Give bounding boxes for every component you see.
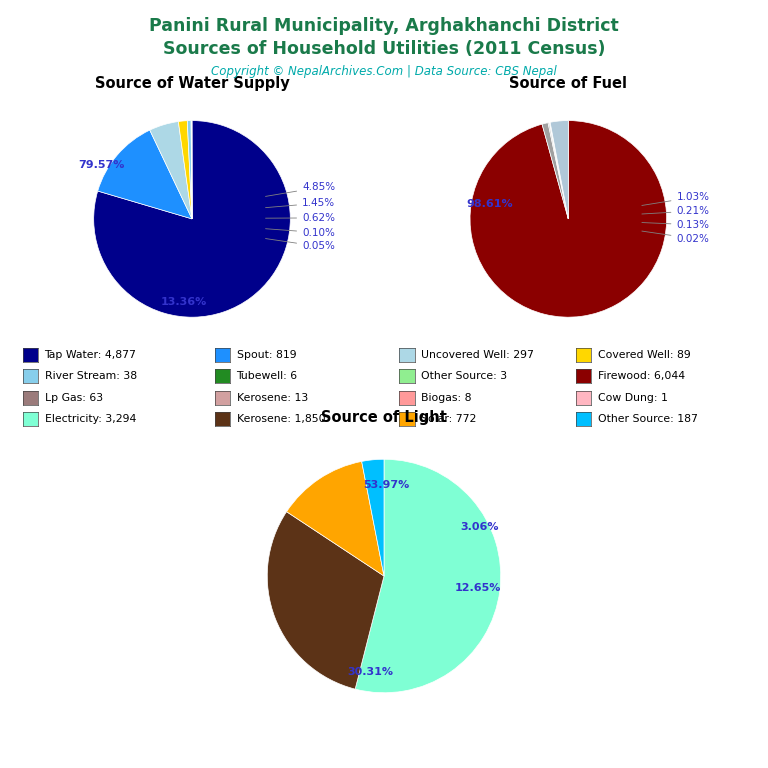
Text: 79.57%: 79.57%	[78, 160, 124, 170]
Text: 1.45%: 1.45%	[266, 198, 335, 208]
Wedge shape	[355, 459, 501, 693]
Text: Firewood: 6,044: Firewood: 6,044	[598, 371, 684, 382]
Wedge shape	[542, 123, 568, 219]
Wedge shape	[550, 121, 568, 219]
Text: 98.61%: 98.61%	[466, 199, 513, 209]
Text: River Stream: 38: River Stream: 38	[45, 371, 137, 382]
Wedge shape	[150, 121, 192, 219]
Text: Panini Rural Municipality, Arghakhanchi District: Panini Rural Municipality, Arghakhanchi …	[149, 17, 619, 35]
Wedge shape	[178, 121, 192, 219]
Text: Other Source: 3: Other Source: 3	[421, 371, 507, 382]
Wedge shape	[362, 459, 384, 576]
Text: Uncovered Well: 297: Uncovered Well: 297	[421, 349, 534, 360]
Text: Lp Gas: 63: Lp Gas: 63	[45, 392, 103, 403]
Text: 0.10%: 0.10%	[266, 227, 335, 237]
Wedge shape	[470, 121, 667, 317]
Text: 0.05%: 0.05%	[266, 239, 335, 251]
Text: Cow Dung: 1: Cow Dung: 1	[598, 392, 667, 403]
Text: Spout: 819: Spout: 819	[237, 349, 296, 360]
Title: Source of Light: Source of Light	[321, 410, 447, 425]
Text: Covered Well: 89: Covered Well: 89	[598, 349, 690, 360]
Text: 4.85%: 4.85%	[266, 183, 335, 197]
Wedge shape	[550, 122, 568, 219]
Text: Biogas: 8: Biogas: 8	[421, 392, 472, 403]
Text: 0.02%: 0.02%	[642, 231, 710, 243]
Text: 12.65%: 12.65%	[454, 583, 501, 593]
Text: Sources of Household Utilities (2011 Census): Sources of Household Utilities (2011 Cen…	[163, 40, 605, 58]
Text: Electricity: 3,294: Electricity: 3,294	[45, 414, 136, 425]
Wedge shape	[98, 130, 192, 219]
Text: Other Source: 187: Other Source: 187	[598, 414, 697, 425]
Wedge shape	[286, 462, 384, 576]
Text: Tubewell: 6: Tubewell: 6	[237, 371, 298, 382]
Text: Copyright © NepalArchives.Com | Data Source: CBS Nepal: Copyright © NepalArchives.Com | Data Sou…	[211, 65, 557, 78]
Title: Source of Water Supply: Source of Water Supply	[94, 76, 290, 91]
Text: Solar: 772: Solar: 772	[421, 414, 476, 425]
Text: 13.36%: 13.36%	[161, 297, 207, 307]
Text: 1.03%: 1.03%	[642, 192, 710, 206]
Text: 30.31%: 30.31%	[347, 667, 393, 677]
Wedge shape	[548, 122, 568, 219]
Text: 0.62%: 0.62%	[266, 213, 335, 223]
Wedge shape	[191, 121, 192, 219]
Wedge shape	[187, 121, 192, 219]
Wedge shape	[549, 122, 568, 219]
Wedge shape	[94, 121, 290, 317]
Text: 3.06%: 3.06%	[461, 522, 499, 532]
Text: Tap Water: 4,877: Tap Water: 4,877	[45, 349, 137, 360]
Title: Source of Fuel: Source of Fuel	[509, 76, 627, 91]
Text: 0.21%: 0.21%	[642, 206, 710, 216]
Text: Kerosene: 1,850: Kerosene: 1,850	[237, 414, 325, 425]
Text: 0.13%: 0.13%	[642, 220, 710, 230]
Text: Kerosene: 13: Kerosene: 13	[237, 392, 308, 403]
Text: 53.97%: 53.97%	[363, 480, 409, 490]
Wedge shape	[267, 511, 384, 689]
